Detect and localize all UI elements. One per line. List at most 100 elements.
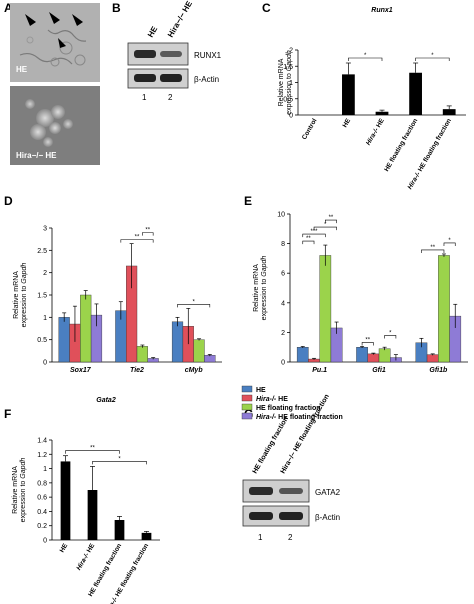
panel-a: A HE Hira−/− HE [4, 1, 100, 165]
significance-bracket [325, 219, 337, 224]
panel-d-label: D [4, 194, 13, 208]
significance-label: * [364, 53, 367, 59]
significance-bracket [361, 342, 374, 346]
category-label: Hira-/- HE [75, 542, 96, 572]
legend-entry: Hira-/- HE floating fraction [256, 414, 343, 421]
bar [193, 339, 205, 363]
legend-entry: Hira-/- HE [256, 396, 288, 403]
significance-bracket [302, 240, 315, 245]
blot-b-runx1-strip [127, 42, 189, 66]
significance-bracket [92, 461, 147, 465]
significance-label: ** [90, 446, 95, 452]
bar [141, 532, 152, 540]
y-tick-label: 0 [43, 360, 47, 367]
blot-g-band [249, 487, 273, 495]
significance-bracket [443, 242, 456, 246]
category-label: Tie2 [130, 367, 144, 374]
significance-label: ** [145, 228, 150, 234]
bar [114, 520, 125, 540]
blot-g-gata2-label: GATA2 [315, 488, 341, 497]
y-tick-label: 0 [43, 538, 47, 545]
category-label: HE floating fraction [383, 117, 419, 172]
significance-label: * [192, 299, 195, 305]
blot-b-lane-number: 2 [168, 93, 173, 102]
significance-label: ** [365, 337, 370, 343]
y-tick-label: 10 [277, 212, 285, 219]
significance-bracket [421, 249, 445, 253]
y-tick-label: 1 [43, 466, 47, 473]
bar [171, 321, 184, 363]
y-axis-label: Relative mRNAexpression to Gapdh [12, 458, 27, 523]
legend-swatch [241, 412, 253, 420]
blot-b-actin-label: β-Actin [194, 75, 219, 84]
bar [204, 355, 216, 363]
legend-swatch [241, 403, 253, 411]
y-tick-label: 3 [43, 226, 47, 233]
blot-g-lane-number: 2 [288, 533, 293, 542]
arrowhead-icon [25, 14, 36, 26]
bar [60, 461, 71, 540]
significance-label: * [118, 456, 121, 462]
category-label: cMyb [185, 367, 204, 374]
blot-g-lane-number: 1 [258, 533, 263, 542]
blot-g-gata2-strip [242, 479, 310, 503]
legend-entry: HE floating fraction [256, 405, 321, 412]
y-tick-label: 2 [43, 270, 47, 277]
y-tick-label: 1.5 [37, 293, 47, 300]
y-tick-label: 0.2 [37, 523, 47, 530]
chart-e: 0 2 4 6 8 10 Relative mRNAexpression to Gapdh P… [253, 212, 468, 374]
blot-b-lane-1-label: HE [146, 24, 160, 39]
micrograph-hira-caption: Hira−/− HE [16, 151, 57, 160]
y-tick-label: 0.8 [37, 480, 47, 487]
blot-g-actin-label: β-Actin [315, 513, 340, 522]
category-label: Pu.1 [312, 367, 327, 374]
category-label: Gfi1b [429, 367, 448, 374]
y-tick-label: 1 [289, 80, 293, 87]
significance-bracket [415, 57, 450, 61]
significance-label: ** [135, 235, 140, 241]
micrograph-he: HE [10, 3, 100, 82]
bar [356, 347, 368, 363]
blot-b-band [160, 51, 182, 57]
category-label: HE [59, 542, 70, 554]
significance-label: * [448, 238, 451, 244]
category-label: Hira-/- HE [365, 117, 386, 147]
panel-c-label: C [262, 1, 271, 15]
panel-a-label: A [4, 1, 13, 15]
blot-g-band [279, 488, 303, 494]
y-tick-label: 0.4 [37, 509, 47, 516]
significance-bracket [120, 239, 154, 243]
bar [409, 72, 422, 115]
bar [87, 490, 98, 540]
arrowhead-icon [58, 38, 66, 48]
blot-g-band [279, 512, 303, 520]
y-tick-label: 0 [289, 113, 293, 120]
significance-bracket [177, 304, 211, 308]
bar [136, 346, 148, 363]
bar [438, 255, 450, 363]
chart-title: Gata2 [96, 397, 116, 404]
blot-b-lane-number: 1 [142, 93, 147, 102]
significance-bracket [348, 57, 383, 61]
y-axis-label: Relative mRNAexpression to Gapdh [253, 256, 268, 321]
panel-e-label: E [244, 194, 252, 208]
bar [378, 348, 391, 363]
y-tick-label: 0 [281, 360, 285, 367]
significance-label: * [389, 330, 392, 336]
micrograph-hira-he: Hira−/− HE [10, 86, 100, 165]
significance-label: *** [311, 229, 319, 235]
bar [342, 74, 355, 115]
blot-g-actin-strip [242, 505, 310, 527]
chart-title: Runx1 [371, 7, 393, 14]
blot-b-actin-strip [127, 68, 189, 89]
significance-bracket [313, 226, 337, 231]
bar [319, 255, 332, 363]
chart-f: 0 0.2 0.4 0.6 0.8 1 1.2 1.4 Relative mRNAexpress… [12, 397, 160, 604]
micrograph-he-caption: HE [16, 65, 28, 74]
category-label: HE [342, 117, 353, 129]
y-tick-label: 0.5 [283, 96, 293, 103]
significance-bracket [302, 233, 326, 238]
significance-label: * [324, 222, 327, 228]
bar [58, 317, 70, 363]
